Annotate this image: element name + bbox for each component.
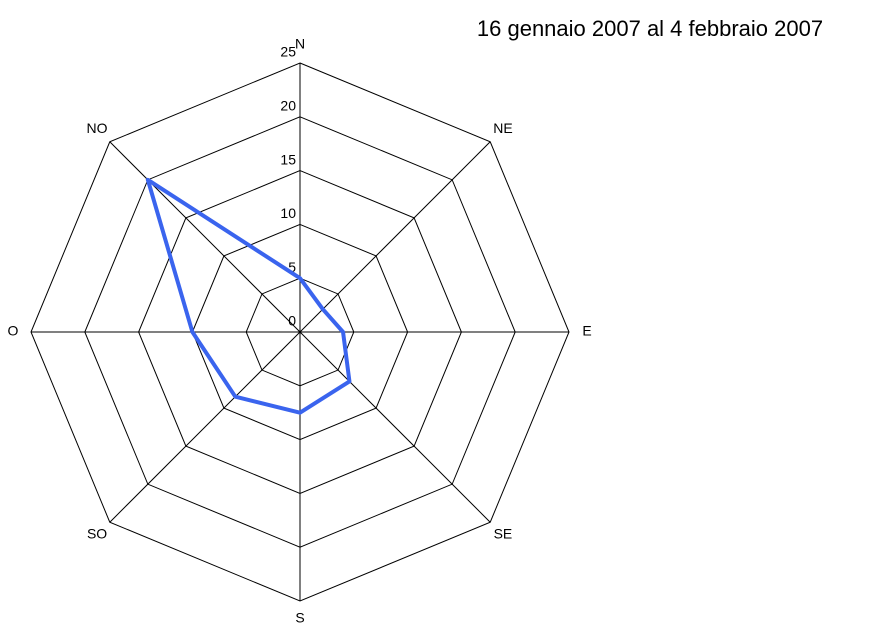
axis-spoke <box>109 141 301 333</box>
axis-label: SE <box>494 526 513 542</box>
axis-spoke <box>299 141 491 333</box>
series-line <box>145 177 352 415</box>
axis-spoke <box>299 331 491 523</box>
chart-title: 16 gennaio 2007 al 4 febbraio 2007 <box>477 16 823 41</box>
axis-label: NE <box>493 120 512 136</box>
axis-label: S <box>295 610 304 626</box>
r-tick-label: 15 <box>280 151 296 167</box>
r-tick-label: 20 <box>280 98 296 114</box>
r-tick-label: 0 <box>288 313 296 329</box>
axis-spoke <box>109 331 301 523</box>
axis-label: N <box>295 36 305 52</box>
r-tick-label: 25 <box>280 44 296 60</box>
r-tick-label: 10 <box>280 205 296 221</box>
axis-label: SO <box>87 526 107 542</box>
axis-label: O <box>8 323 19 339</box>
axis-label: NO <box>87 120 108 136</box>
r-tick-label: 5 <box>288 259 296 275</box>
axis-label: E <box>582 323 591 339</box>
